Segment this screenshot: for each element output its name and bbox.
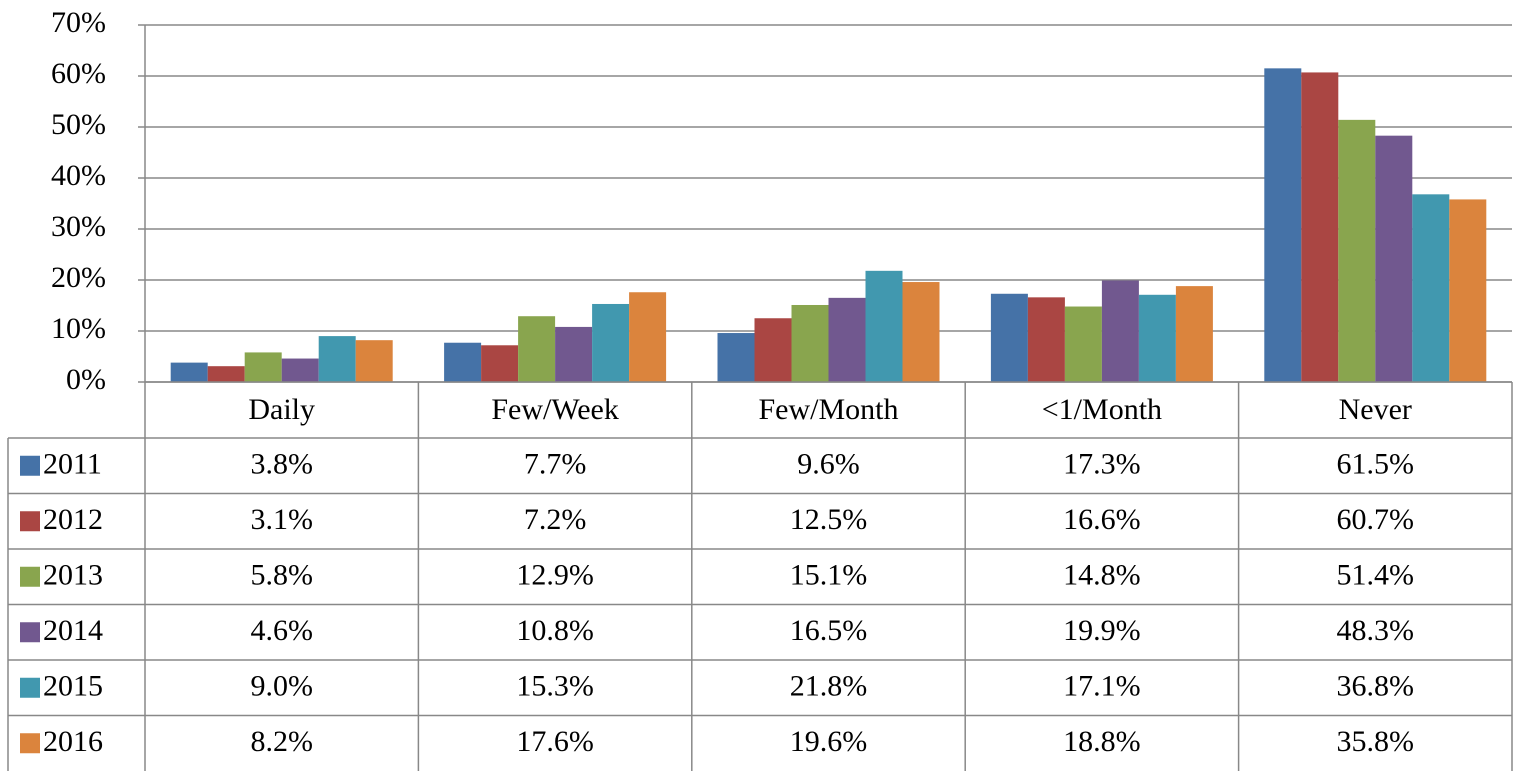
bar (791, 304, 829, 382)
x-tick-label: Never (1339, 393, 1412, 426)
table-cell: 4.6% (250, 614, 313, 647)
bar (244, 352, 282, 382)
bar (990, 293, 1028, 382)
y-tick-label: 70% (51, 6, 106, 39)
table-cell: 17.1% (1063, 670, 1141, 703)
bar (629, 292, 667, 382)
table-cell: 16.5% (790, 614, 868, 647)
bar (1027, 297, 1065, 382)
bar (555, 326, 593, 382)
table-cell: 48.3% (1337, 614, 1415, 647)
x-tick-label: Daily (248, 393, 315, 426)
bar (1375, 135, 1413, 382)
legend-swatch (20, 733, 40, 754)
bar (1138, 294, 1176, 382)
bar (828, 297, 866, 382)
table-cell: 18.8% (1063, 725, 1141, 758)
table-cell: 3.1% (250, 503, 313, 536)
legend-label: 2011 (43, 448, 102, 481)
table-cell: 12.5% (790, 503, 868, 536)
bar (592, 303, 630, 382)
bar (1264, 68, 1302, 382)
table-cell: 15.3% (516, 670, 594, 703)
bar (717, 333, 755, 382)
y-tick-label: 50% (51, 108, 106, 141)
legend-label: 2016 (43, 725, 103, 758)
table-cell: 3.8% (250, 448, 313, 481)
legend-swatch (20, 622, 40, 643)
bar (207, 366, 245, 382)
y-tick-label: 30% (51, 210, 106, 243)
table-cell: 51.4% (1337, 559, 1415, 592)
table-cell: 12.9% (516, 559, 594, 592)
y-tick-label: 20% (51, 261, 106, 294)
bar (1412, 194, 1450, 382)
bar (170, 362, 208, 382)
legend-label: 2013 (43, 559, 103, 592)
table-cell: 17.6% (516, 725, 594, 758)
y-tick-label: 10% (51, 312, 106, 345)
bar (318, 336, 356, 382)
legend-swatch (20, 566, 40, 587)
legend-swatch (20, 511, 40, 532)
bar (481, 345, 519, 382)
table-cell: 61.5% (1337, 448, 1415, 481)
table-cell: 60.7% (1337, 503, 1415, 536)
y-tick-label: 60% (51, 57, 106, 90)
table-cell: 9.0% (250, 670, 313, 703)
table-cell: 9.6% (797, 448, 860, 481)
table-cell: 36.8% (1337, 670, 1415, 703)
x-tick-label: <1/Month (1042, 393, 1162, 426)
table-cell: 19.9% (1063, 614, 1141, 647)
bar (1449, 199, 1487, 382)
x-tick-label: Few/Week (491, 393, 619, 426)
y-tick-label: 0% (66, 363, 106, 396)
table-cell: 14.8% (1063, 559, 1141, 592)
table-cell: 16.6% (1063, 503, 1141, 536)
legend-swatch (20, 455, 40, 476)
x-tick-label: Few/Month (758, 393, 898, 426)
bar (518, 316, 556, 382)
table-cell: 19.6% (790, 725, 868, 758)
table-cell: 8.2% (250, 725, 313, 758)
table-cell: 15.1% (790, 559, 868, 592)
bar (281, 358, 319, 382)
bar (865, 270, 903, 382)
legend-swatch (20, 677, 40, 698)
y-tick-label: 40% (51, 159, 106, 192)
bar (444, 342, 482, 382)
bar (1301, 72, 1339, 383)
bar (1175, 286, 1213, 382)
table-cell: 10.8% (516, 614, 594, 647)
legend-label: 2015 (43, 670, 103, 703)
bar (1338, 119, 1376, 383)
table-cell: 21.8% (790, 670, 868, 703)
bar (1064, 306, 1102, 382)
legend-label: 2014 (43, 614, 103, 647)
table-cell: 7.2% (524, 503, 587, 536)
bar (902, 282, 940, 382)
table-cell: 5.8% (250, 559, 313, 592)
bar (355, 340, 393, 382)
bar (1101, 280, 1139, 382)
legend-label: 2012 (43, 503, 103, 536)
table-cell: 17.3% (1063, 448, 1141, 481)
table-cell: 35.8% (1337, 725, 1415, 758)
table-cell: 7.7% (524, 448, 587, 481)
bar (754, 318, 792, 382)
